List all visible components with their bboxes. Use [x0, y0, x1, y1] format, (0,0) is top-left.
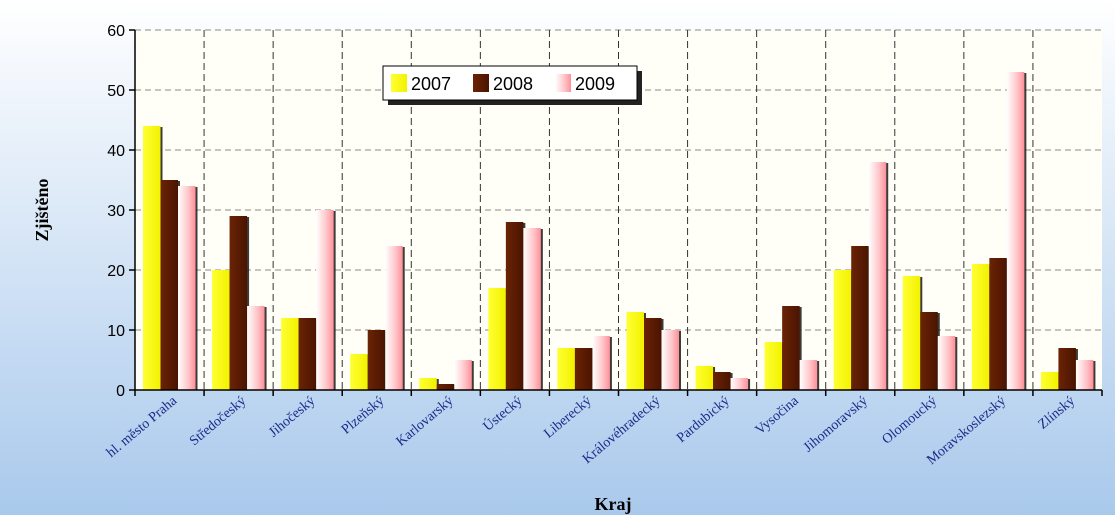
y-tick-labels: 0 10 20 30 40 50 60 [107, 23, 125, 400]
bar-2007-3 [350, 354, 368, 390]
bar-2009-10 [868, 162, 887, 390]
bar-2007-9 [764, 342, 783, 390]
bar-2007-13 [1040, 372, 1059, 390]
legend-swatch-2009 [555, 74, 571, 92]
y-tick-label: 20 [107, 263, 125, 280]
bar-2009-2 [316, 210, 334, 390]
y-tick-label: 10 [107, 323, 125, 340]
axes [129, 29, 1103, 396]
bar-2008-9 [782, 306, 800, 390]
bar-2009-12 [1006, 72, 1025, 390]
bar-2008-8 [713, 372, 731, 390]
bars [143, 72, 1096, 390]
bar-2009-0 [178, 186, 196, 390]
bar-2009-7 [661, 330, 679, 390]
bar-2007-2 [281, 318, 299, 390]
bar-2009-3 [385, 246, 403, 390]
legend-label-2007: 2007 [411, 74, 451, 94]
bar-2008-3 [367, 330, 386, 390]
bar-2008-0 [160, 180, 178, 390]
bar-2009-9 [799, 360, 818, 390]
bar-2008-1 [229, 216, 248, 390]
y-tick-label: 60 [107, 23, 125, 40]
legend-items: 2007 2008 2009 [391, 74, 615, 94]
y-axis-title: Zjištěno [32, 179, 52, 242]
bar-2007-1 [212, 270, 230, 390]
bar-2007-0 [143, 126, 161, 390]
bar-2008-6 [574, 348, 593, 390]
y-tick-label: 50 [107, 83, 125, 100]
bar-2009-8 [730, 378, 749, 390]
legend-box [382, 65, 638, 101]
bar-2007-10 [833, 270, 852, 390]
bar-2008-7 [644, 318, 662, 390]
bar-2007-12 [971, 264, 990, 390]
bar-2007-7 [626, 312, 644, 390]
bar-2007-8 [695, 366, 714, 390]
x-axis-title: Kraj [595, 494, 632, 514]
y-tick-label: 0 [116, 383, 125, 400]
bar-2008-13 [1058, 348, 1076, 390]
legend-swatch-2007 [391, 74, 407, 92]
legend-label-2009: 2009 [575, 74, 615, 94]
bar-2008-12 [989, 258, 1007, 390]
bar-2008-5 [505, 222, 524, 390]
legend-swatch-2008 [473, 74, 489, 92]
legend: 2007 2008 2009 [382, 65, 642, 105]
bar-2008-4 [436, 384, 455, 390]
bar-2009-5 [523, 228, 541, 390]
bar-2007-5 [488, 288, 506, 390]
bar-2009-11 [937, 336, 956, 390]
bar-2008-2 [298, 318, 317, 390]
bar-2008-11 [920, 312, 938, 390]
bar-2007-4 [419, 378, 437, 390]
bar-2007-11 [902, 276, 921, 390]
grid-lines [135, 29, 1102, 390]
bar-2009-1 [247, 306, 265, 390]
bar-2007-6 [557, 348, 575, 390]
bar-2009-4 [454, 360, 472, 390]
y-tick-label: 30 [107, 203, 125, 220]
bar-2008-10 [851, 246, 869, 390]
bar-2009-6 [592, 336, 610, 390]
y-tick-label: 40 [107, 143, 125, 160]
legend-label-2008: 2008 [493, 74, 533, 94]
bar-2009-13 [1075, 360, 1094, 390]
